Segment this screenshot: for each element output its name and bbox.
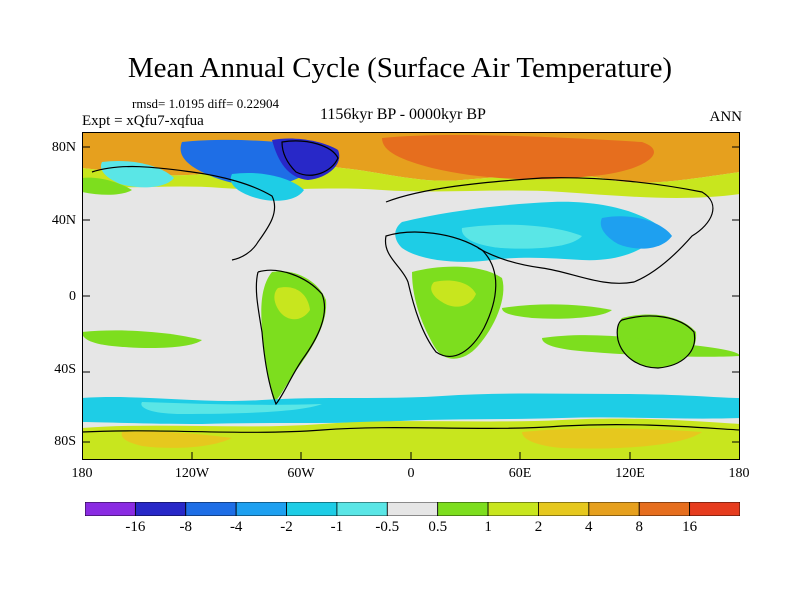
rmsd-diff-stats: rmsd= 1.0195 diff= 0.22904	[132, 96, 279, 111]
colorbar-swatch	[336, 502, 388, 516]
southern-ocean-cold-band	[82, 393, 740, 424]
colorbar-swatch	[235, 502, 287, 516]
central-asia-light-cold	[461, 224, 582, 249]
lat-label-80s: 80S	[54, 434, 76, 449]
period-label: 1156kyr BP - 0000kyr BP	[320, 106, 486, 123]
greenland-cold-region	[272, 138, 340, 180]
lon-label-180e: 180	[728, 466, 750, 481]
lon-label-180w: 180	[71, 466, 93, 481]
colorbar-label: 8	[635, 519, 643, 535]
colorbar-label: 4	[585, 519, 593, 535]
colorbar-swatch	[689, 502, 740, 516]
australia-coastline	[616, 315, 696, 369]
colorbar-label: 2	[534, 519, 543, 535]
colorbar-label: 16	[682, 519, 698, 535]
colorbar-swatch	[487, 502, 539, 516]
siberia-orange-patch	[382, 135, 654, 180]
north-pacific-green-region	[82, 177, 132, 195]
greenland-coastline	[281, 140, 339, 176]
south-america-coastline	[255, 269, 326, 406]
chart-title: Mean Annual Cycle (Surface Air Temperatu…	[127, 52, 673, 84]
colorbar-swatch	[185, 502, 237, 516]
anomaly-map	[82, 132, 740, 460]
south-pacific-green-band	[82, 330, 202, 348]
colorbar-label: -0.5	[375, 519, 400, 535]
colorbar-swatch	[134, 502, 187, 516]
colorbar-swatch	[386, 502, 439, 516]
lat-label-80n: 80N	[51, 140, 76, 155]
experiment-label: Expt = xQfu7-xqfua	[82, 113, 204, 129]
indian-ocean-green-band	[502, 304, 612, 319]
antarctica-orange-patch	[522, 428, 702, 449]
lat-label-40n: 40N	[51, 213, 76, 228]
colorbar-label: 1	[484, 519, 492, 535]
east-asia-cold-region	[600, 216, 672, 249]
southern-ocean-light-cold	[141, 402, 322, 414]
colorbar-label: -16	[125, 519, 146, 535]
colorbar	[85, 502, 740, 516]
south-america-yellow-patch	[274, 287, 310, 320]
colorbar-swatch	[437, 502, 489, 516]
eurasia-coastline	[385, 177, 714, 284]
colorbar-label: -2	[280, 519, 293, 535]
colorbar-swatch	[85, 502, 136, 516]
north-atlantic-cold-region	[230, 172, 304, 201]
colorbar-swatch	[588, 502, 640, 516]
colorbar-label: -4	[229, 519, 243, 535]
africa-yellow-patch	[431, 280, 476, 307]
colorbar-label: 0.5	[428, 519, 448, 535]
lon-label-0: 0	[407, 466, 415, 481]
colorbar-swatch	[286, 502, 338, 516]
colorbar-swatch	[538, 502, 590, 516]
axis-ticks	[82, 146, 740, 460]
colorbar-label: -8	[179, 519, 193, 535]
lat-label-0: 0	[69, 289, 76, 304]
lon-label-60e: 60E	[508, 466, 532, 481]
antarctica-west-orange-patch	[121, 431, 232, 448]
colorbar-swatch	[638, 502, 691, 516]
lon-label-120e: 120E	[615, 466, 645, 481]
lat-label-40s: 40S	[54, 362, 76, 377]
colorbar-label: -1	[330, 519, 344, 535]
antarctica-coastline	[82, 424, 740, 433]
africa-coastline	[384, 231, 497, 357]
north-america-coastline	[91, 165, 276, 261]
season-label: ANN	[709, 109, 743, 125]
coastlines	[82, 140, 740, 433]
lon-label-60w: 60W	[287, 466, 315, 481]
lon-label-120w: 120W	[174, 466, 210, 481]
